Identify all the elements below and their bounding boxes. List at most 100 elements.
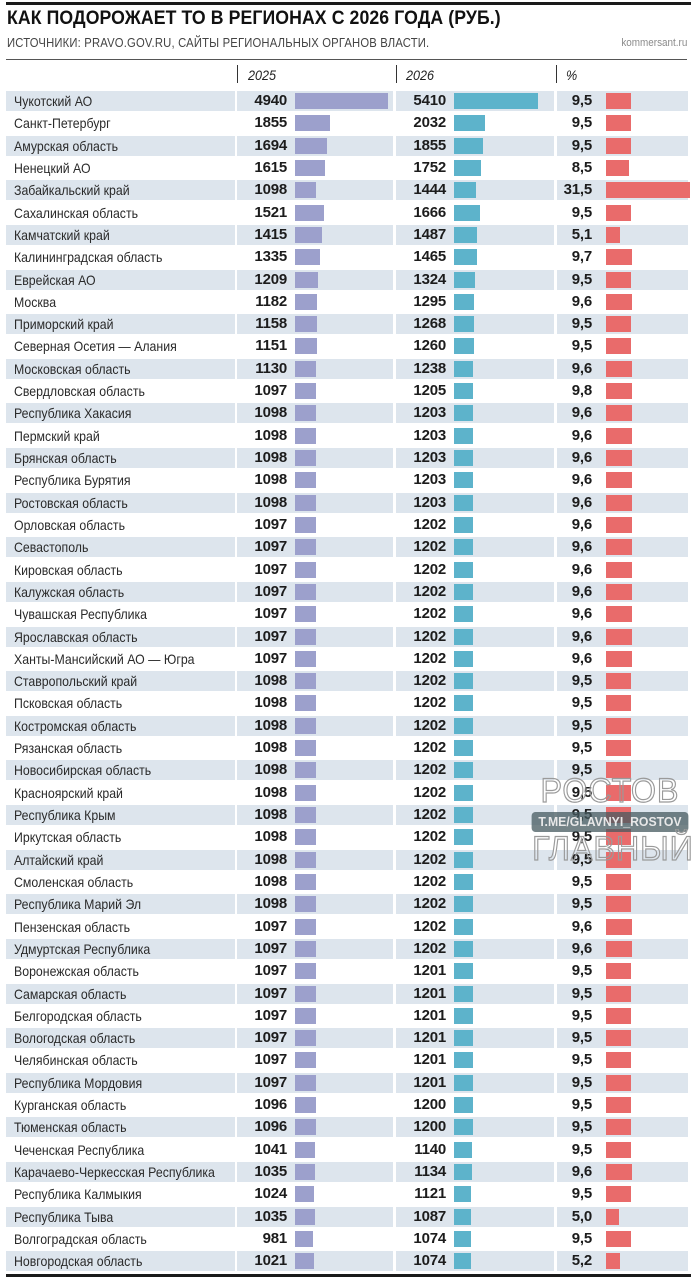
pct-cell: 9,5 [557,1140,688,1160]
bar-2025 [295,494,316,511]
bar-pct [606,673,631,690]
value-2026: 1202 [413,806,446,823]
pct-value: 9,5 [571,672,592,690]
pct-cell: 9,5 [557,1028,688,1049]
pct-cell: 9,5 [557,783,688,803]
pct-cell: 9,5 [557,872,688,892]
region-name: Челябинская область [14,1052,138,1069]
bar-2026 [454,1164,472,1180]
value-2026: 2032 [413,114,446,132]
value-2025: 1097 [254,382,287,400]
region-name: Курганская область [14,1097,127,1114]
value-2026: 1205 [413,382,446,400]
region-name: Рязанская область [14,740,123,757]
region-name: Камчатский край [14,226,110,243]
pct-value: 9,6 [571,471,592,489]
value-2026-cell: 1203 [396,448,554,468]
bottom-rule [6,1274,691,1277]
table-row: Москва 1182 1295 9,6 [0,291,697,313]
value-2026-cell: 1203 [396,492,554,513]
bar-2025 [295,851,316,868]
region-name: Забайкальский край [14,182,130,199]
pct-cell: 9,6 [557,403,688,424]
region-cell: Курганская область [6,1095,235,1115]
table-row: Иркутская область 1098 1202 9,5 [0,826,697,848]
region-cell: Новосибирская область [6,760,235,781]
value-2025-cell: 1097 [237,381,393,401]
bar-pct [606,650,632,667]
region-cell: Удмуртская Республика [6,938,235,959]
pct-value: 9,6 [571,538,592,556]
region-name: Сахалинская область [14,204,139,221]
bar-2025 [295,204,324,221]
bar-pct [606,93,631,109]
bar-2025 [295,1119,316,1136]
region-name: Удмуртская Республика [14,940,151,957]
value-2025: 1130 [255,359,287,377]
pct-cell: 9,5 [557,715,688,736]
bar-2025 [295,115,330,132]
bar-2025 [295,940,316,957]
bar-2025 [295,606,316,623]
value-2025: 1097 [254,627,287,645]
table-row: Новгородская область 1021 1074 5,2 [0,1250,697,1272]
pct-cell: 9,6 [557,649,688,669]
region-cell: Камчатский край [6,224,235,245]
value-2026-cell: 1202 [396,938,554,959]
region-cell: Ярославская область [6,626,235,647]
value-2026-cell: 1087 [396,1206,554,1227]
bar-2025 [295,762,316,779]
value-2026-cell: 1203 [396,470,554,490]
bar-2025 [295,650,316,667]
value-2025-cell: 1035 [237,1162,393,1182]
value-2025: 1097 [254,582,287,600]
bar-2026 [454,896,473,913]
value-2025-cell: 1130 [237,358,393,379]
value-2025-cell: 1097 [237,1072,393,1093]
bar-pct [606,115,631,132]
pct-value: 5,2 [571,1252,592,1270]
bar-2026 [454,1230,471,1247]
value-2026-cell: 1201 [396,983,554,1004]
bar-2025 [295,159,325,176]
value-2025: 1098 [254,493,287,511]
value-2025-cell: 1158 [237,314,393,335]
value-2025-cell: 1096 [237,1117,393,1138]
region-cell: Республика Марий Эл [6,894,235,915]
value-2025-cell: 1097 [237,917,393,937]
bar-pct [606,873,631,890]
bar-2026 [454,316,474,333]
value-2026: 1202 [413,672,446,690]
value-2025: 1097 [254,560,287,578]
pct-cell: 9,7 [557,247,688,267]
value-2026: 1201 [413,1073,446,1091]
pct-cell: 9,5 [557,760,688,781]
value-2026-cell: 1202 [396,560,554,580]
value-2026: 1203 [413,404,446,422]
region-name: Новгородская область [14,1253,143,1270]
table-row: Псковская область 1098 1202 9,5 [0,692,697,714]
region-name: Чукотский АО [14,93,93,109]
table-row: Белгородская область 1097 1201 9,5 [0,1005,697,1027]
value-2025: 1098 [254,449,287,466]
value-2026: 1087 [413,1207,446,1225]
pct-cell: 9,6 [557,938,688,959]
value-2026-cell: 1074 [396,1229,554,1249]
bar-2026 [454,829,473,846]
value-2026: 1202 [413,828,446,846]
pct-cell: 9,6 [557,358,688,379]
region-cell: Республика Тыва [6,1206,235,1227]
value-2026: 1202 [413,538,446,556]
value-2025: 1097 [254,1073,287,1091]
pct-cell: 9,6 [557,1162,688,1182]
bar-2025 [295,1208,315,1225]
bar-2026 [454,182,476,199]
bar-2026 [454,1253,471,1270]
value-2026-cell: 1203 [396,403,554,424]
value-2025: 981 [262,1229,288,1247]
pct-cell: 9,5 [557,336,688,356]
region-cell: Чеченская Республика [6,1140,235,1160]
table-row: Пермский край 1098 1203 9,6 [0,425,697,447]
value-2026: 1324 [413,270,446,288]
pct-value: 9,5 [571,1229,592,1247]
